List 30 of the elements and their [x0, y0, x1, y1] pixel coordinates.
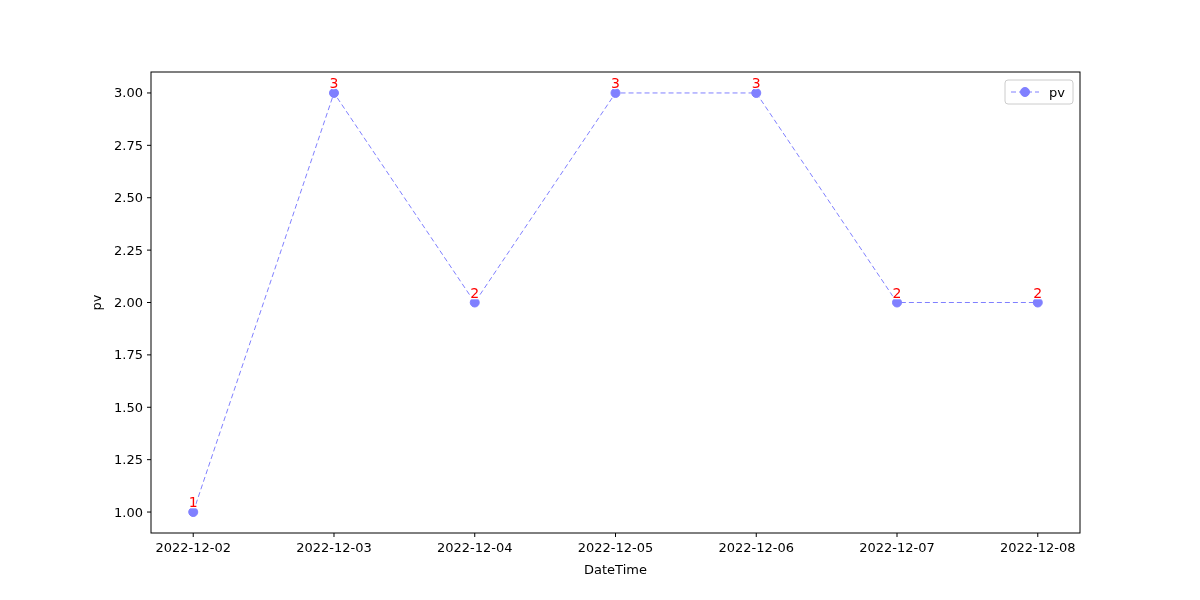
data-label: 1 — [188, 494, 198, 511]
data-label: 2 — [470, 284, 480, 301]
point — [188, 507, 199, 518]
y-tick-label: 1.75 — [114, 347, 143, 363]
data-label: 3 — [751, 74, 761, 91]
x-tick-label: 2022-12-05 — [577, 540, 654, 555]
point — [751, 87, 762, 98]
x-tick-label: 2022-12-02 — [155, 540, 232, 555]
y-axis-title: pv — [89, 294, 104, 311]
x-tick-label: 2022-12-08 — [999, 540, 1076, 555]
data-label: 2 — [892, 284, 902, 301]
x-tick-label: 2022-12-06 — [718, 540, 795, 555]
data-label: 3 — [611, 74, 620, 91]
y-tick-label: 2.75 — [114, 137, 143, 153]
x-tick-label: 2022-12-03 — [296, 540, 372, 555]
data-label: 2 — [1033, 284, 1043, 301]
legend-label: pv — [1049, 85, 1066, 100]
point — [328, 87, 339, 98]
y-tick-label: 1.00 — [114, 504, 143, 520]
x-tick-label: 2022-12-07 — [859, 540, 935, 555]
y-tick-label: 1.50 — [114, 399, 143, 415]
y-tick-label: 1.25 — [114, 452, 143, 468]
y-tick-label: 3.00 — [114, 85, 143, 101]
y-tick-label: 2.50 — [114, 190, 143, 206]
point — [610, 87, 621, 98]
y-tick-label: 2.00 — [114, 295, 143, 310]
x-tick-label: 2022-12-04 — [436, 540, 513, 555]
x-axis-title: DateTime — [584, 562, 647, 577]
y-tick-label: 2.25 — [114, 242, 143, 258]
data-label: 3 — [329, 74, 339, 91]
